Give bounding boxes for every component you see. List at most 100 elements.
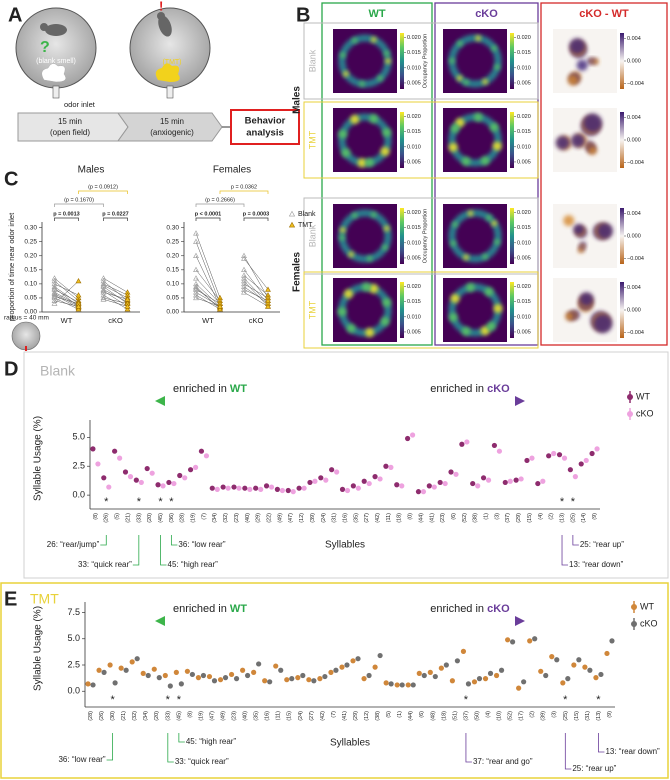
colorbar-tick-label: 0.020 (407, 114, 421, 120)
legend-label: cKO (640, 618, 658, 628)
x-tick-label: (21) (121, 711, 127, 721)
pair-line (243, 289, 269, 301)
data-point (51, 297, 58, 303)
y-axis-label: Syllable Usage (%) (33, 606, 44, 691)
x-tick-label: (16) (342, 513, 348, 523)
callout-line (561, 535, 569, 566)
syllable-point (214, 486, 220, 492)
enriched-text: enriched in (173, 383, 227, 395)
callout-line (100, 535, 107, 546)
occupancy-spot (450, 293, 460, 303)
colorbar-tick-label: 0.000 (627, 233, 641, 239)
syllable-point (421, 672, 427, 679)
x-tick-label: (34) (143, 711, 149, 721)
syllable-point (245, 672, 251, 679)
difference-blob (579, 292, 594, 307)
syllable-point (593, 675, 599, 681)
colorbar-tick-label: 0.010 (517, 65, 531, 71)
x-tick-label: (7) (201, 513, 207, 520)
data-point (241, 255, 247, 261)
occupancy-spot (351, 37, 358, 44)
data-point (217, 303, 223, 309)
panel-label: A (8, 4, 22, 26)
step-text: (open field) (50, 128, 90, 137)
x-tick-label: (27) (309, 711, 315, 721)
odor-pipe (52, 85, 60, 99)
difference-blob (593, 314, 613, 334)
significance: * (137, 496, 142, 508)
data-point (75, 306, 82, 312)
syllable-point (529, 455, 535, 461)
step-text: (anxiogenic) (150, 128, 194, 137)
data-point (75, 292, 82, 298)
difference-blob (587, 145, 597, 155)
syllable-point (415, 489, 422, 495)
y-tick-label: 0.15 (24, 267, 37, 274)
callout-line (170, 535, 178, 546)
x-tick-label: (52) (462, 513, 468, 523)
x-tick-label: (33) (165, 711, 171, 721)
colorbar-tick-label: 0.015 (517, 299, 531, 305)
data-point (193, 292, 199, 298)
occupancy-spot (382, 127, 392, 137)
y-tick-label: 0.05 (166, 295, 179, 302)
heatmap (333, 278, 397, 342)
colorbar-tick-label: 0.015 (407, 225, 421, 231)
pair-line (195, 292, 221, 307)
pair-line (103, 278, 128, 293)
syllable-point (333, 667, 339, 673)
callout-label: 36: “low rear” (178, 540, 225, 549)
occupancy-spot (466, 282, 476, 292)
x-tick-label: (15) (527, 513, 533, 523)
syllable-point (144, 465, 150, 472)
difference-blob (563, 215, 575, 227)
data-point (265, 303, 271, 309)
data-point (241, 286, 247, 292)
x-tick-label: (13) (596, 711, 602, 721)
syllable-point (527, 638, 533, 644)
data-point (51, 278, 58, 284)
odor-blob (41, 63, 66, 83)
x-tick-label: (0) (408, 513, 414, 520)
syllable-point (482, 676, 489, 682)
syllable-point (203, 453, 210, 459)
chart-title: Males (78, 165, 105, 176)
heatmap (553, 204, 617, 268)
colorbar-tick-label: 0.020 (407, 210, 421, 216)
callout-label: 45: “high rear” (186, 737, 237, 746)
syllable-point (507, 478, 513, 484)
x-tick-label: (49) (220, 711, 226, 721)
syllable-point (140, 670, 146, 677)
syllable-point (442, 480, 448, 487)
pair-line (54, 286, 79, 304)
colorbar (510, 208, 514, 264)
legend-label: Blank (298, 211, 316, 218)
syllable-point (443, 662, 449, 668)
syllable-point (96, 667, 102, 673)
syllable-point (394, 482, 400, 488)
enriched-group: WT (230, 383, 247, 395)
callout-label: 26: “rear/jump” (47, 540, 100, 549)
data-point (241, 280, 247, 287)
pair-line (54, 296, 79, 304)
x-tick-label: (11) (386, 513, 392, 523)
syllable-point (510, 639, 516, 645)
syllable-point (328, 669, 334, 675)
syllable-point (253, 485, 259, 491)
result-box (230, 109, 300, 145)
syllable-point (420, 489, 427, 495)
x-tick-label: (23) (232, 711, 238, 721)
syllable-point (339, 486, 346, 492)
enriched-group: cKO (487, 603, 510, 615)
data-point (193, 275, 199, 281)
syllable-point (329, 467, 335, 473)
x-tick-label: (41) (342, 711, 348, 721)
colorbar-tick-label: 0.000 (627, 137, 641, 143)
colorbar (620, 282, 624, 338)
syllable-point (546, 453, 552, 459)
syllable-point (138, 479, 144, 486)
odor-inlet-label: odor inlet (64, 100, 96, 109)
x-tick-label: (28) (88, 711, 94, 721)
legend-label: WT (636, 391, 650, 401)
